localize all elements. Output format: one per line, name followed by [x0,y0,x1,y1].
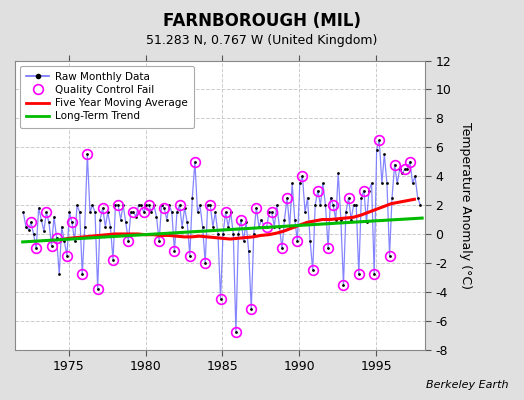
Y-axis label: Temperature Anomaly (°C): Temperature Anomaly (°C) [460,122,472,288]
Text: Berkeley Earth: Berkeley Earth [426,380,508,390]
Text: 51.283 N, 0.767 W (United Kingdom): 51.283 N, 0.767 W (United Kingdom) [146,34,378,47]
Text: FARNBOROUGH (MIL): FARNBOROUGH (MIL) [163,12,361,30]
Legend: Raw Monthly Data, Quality Control Fail, Five Year Moving Average, Long-Term Tren: Raw Monthly Data, Quality Control Fail, … [20,66,193,128]
